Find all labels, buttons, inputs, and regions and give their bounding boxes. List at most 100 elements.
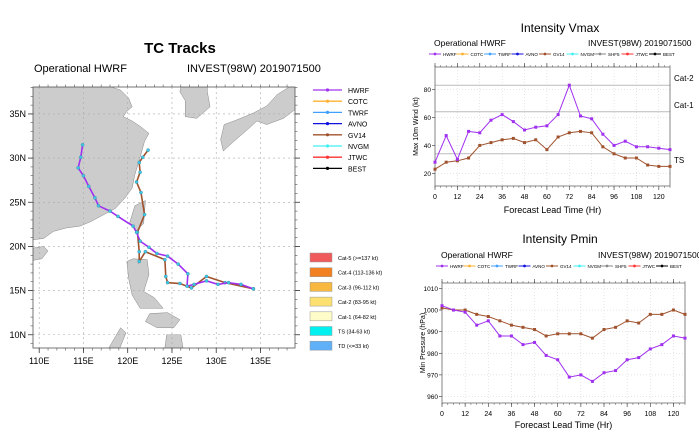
vmax-point-gv14 xyxy=(511,136,515,140)
track-point-gv14 xyxy=(146,148,150,152)
track-point-hwrf xyxy=(131,224,135,228)
vmax-y-tick-label: 20 xyxy=(424,171,432,178)
track-point-hwrf xyxy=(116,214,120,219)
pmin-point-hwrf xyxy=(625,358,629,362)
pmin-legend-marker xyxy=(495,264,499,268)
pmin-point-hwrf xyxy=(556,358,560,362)
pmin-x-tick-label: 48 xyxy=(531,411,539,418)
track-line-gv14 xyxy=(135,149,254,290)
map-left-label: Operational HWRF xyxy=(34,63,127,75)
pmin-point-gv14 xyxy=(486,315,490,319)
pmin-point-gv14 xyxy=(683,312,687,316)
vmax-point-hwrf xyxy=(433,160,437,164)
pmin-point-gv14 xyxy=(533,327,537,331)
track-point-hwrf xyxy=(185,284,189,288)
track-point-gv14 xyxy=(142,212,147,217)
land-mindanao xyxy=(164,334,184,348)
map-title: TC Tracks xyxy=(144,40,216,57)
pmin-legend-label: COTC xyxy=(478,264,491,269)
category-label: Cat-2 (83-95 kt) xyxy=(338,300,377,306)
vmax-point-gv14 xyxy=(601,145,605,149)
track-point-gv14 xyxy=(143,249,148,254)
pmin-point-hwrf xyxy=(637,356,641,360)
track-point-hwrf xyxy=(87,184,91,189)
vmax-ref-label-ts: TS xyxy=(674,156,684,165)
pmin-point-gv14 xyxy=(579,332,583,336)
pmin-point-hwrf xyxy=(660,343,664,347)
vmax-series-line-gv14 xyxy=(434,130,670,170)
legend-label-gv14: GV14 xyxy=(348,133,366,140)
pmin-point-gv14 xyxy=(463,308,467,312)
vmax-point-hwrf xyxy=(489,118,493,122)
vmax-point-gv14 xyxy=(523,141,527,145)
vmax-x-tick-label: 120 xyxy=(653,194,665,201)
track-point-gv14 xyxy=(139,190,143,195)
lon-tick-label: 135E xyxy=(250,356,271,366)
vmax-point-gv14 xyxy=(590,131,594,135)
pmin-y-tick-label: 980 xyxy=(427,351,438,358)
pmin-legend-label: NVGM xyxy=(588,264,602,269)
lat-tick-label: 15N xyxy=(9,286,26,296)
pmin-legend-marker xyxy=(633,264,636,268)
vmax-point-hwrf xyxy=(534,125,538,129)
track-point-gv14 xyxy=(138,170,142,174)
vmax-point-hwrf xyxy=(478,131,482,135)
pmin-x-tick-label: 96 xyxy=(623,411,631,418)
category-label: Cat-4 (113-136 kt) xyxy=(338,271,382,277)
pmin-point-gv14 xyxy=(475,312,479,316)
pmin-point-gv14 xyxy=(498,319,502,323)
vmax-point-hwrf xyxy=(634,145,638,149)
track-point-hwrf xyxy=(79,155,83,159)
vmax-point-gv14 xyxy=(478,143,482,147)
pmin-x-tick-label: 0 xyxy=(440,411,444,418)
vmax-point-hwrf xyxy=(523,128,527,132)
track-point-hwrf xyxy=(134,230,139,235)
vmax-x-tick-label: 84 xyxy=(588,194,596,201)
pmin-point-gv14 xyxy=(637,321,641,325)
vmax-legend-marker xyxy=(488,52,492,56)
land-china xyxy=(33,87,150,241)
vmax-plot-frame xyxy=(434,66,671,187)
pmin-x-tick-label: 72 xyxy=(577,411,585,418)
vmax-point-hwrf xyxy=(646,145,650,149)
vmax-x-tick-label: 12 xyxy=(453,194,461,201)
pmin-point-gv14 xyxy=(625,319,629,323)
vmax-point-hwrf xyxy=(556,113,560,117)
pmin-legend-label: SHF5 xyxy=(615,264,627,269)
vmax-x-tick-label: 0 xyxy=(433,194,437,201)
pmin-legend-marker xyxy=(523,264,526,268)
land-palawan xyxy=(108,327,127,348)
category-swatch xyxy=(309,326,333,336)
pmin-legend-marker xyxy=(605,264,609,268)
legend-marker-twrf xyxy=(325,110,330,114)
category-swatch xyxy=(309,267,333,277)
track-point-hwrf xyxy=(155,251,159,256)
legend-label-jtwc: JTWC xyxy=(348,155,367,162)
lat-tick-label: 30N xyxy=(9,153,26,163)
vmax-x-tick-label: 48 xyxy=(521,194,529,201)
vmax-legend-marker xyxy=(433,52,437,56)
vmax-legend-marker xyxy=(598,52,602,56)
vmax-point-gv14 xyxy=(634,156,638,160)
land-japan xyxy=(220,87,295,152)
pmin-legend-marker xyxy=(550,264,554,268)
vmax-point-gv14 xyxy=(556,135,560,139)
track-point-hwrf xyxy=(239,282,243,287)
track-point-gv14 xyxy=(189,286,194,290)
vmax-point-gv14 xyxy=(433,167,437,171)
lat-tick-label: 35N xyxy=(9,109,26,119)
pmin-xlabel: Forecast Lead Time (Hr) xyxy=(514,420,613,430)
vmax-legend-label: BEST xyxy=(663,52,675,57)
vmax-legend-marker xyxy=(461,52,464,56)
pmin-title: Intensity Pmin xyxy=(522,232,598,246)
land-korea xyxy=(179,87,211,119)
category-swatch xyxy=(309,311,333,322)
pmin-x-tick-label: 24 xyxy=(484,411,492,418)
pmin-point-gv14 xyxy=(440,306,444,310)
legend-label-best: BEST xyxy=(348,166,367,173)
vmax-title: Intensity Vmax xyxy=(520,21,600,35)
vmax-legend-marker xyxy=(653,52,657,56)
pmin-point-hwrf xyxy=(533,340,537,344)
pmin-left-label: Operational HWRF xyxy=(441,250,513,260)
vmax-point-gv14 xyxy=(623,156,627,160)
